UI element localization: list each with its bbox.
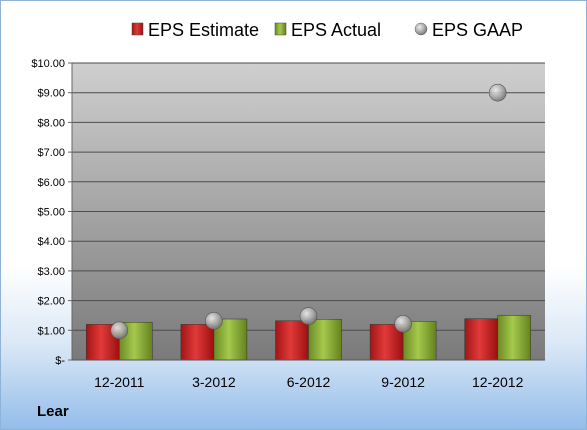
x-tick-label: 6-2012	[287, 374, 331, 390]
legend-swatch	[414, 22, 428, 36]
actual-bar	[308, 319, 342, 361]
estimate-bar	[464, 318, 498, 361]
legend-label: EPS Estimate	[148, 20, 259, 40]
gaap-marker	[299, 307, 318, 325]
y-tick-label: $10.00	[31, 58, 65, 70]
y-axis: $10.00 $9.00 $8.00 $7.00 $6.00 $5.00 $4.00 $3.0…	[31, 58, 73, 367]
y-tick-label: $6.00	[37, 177, 65, 189]
company-label: Lear	[37, 403, 69, 420]
y-tick-label: $5.00	[37, 207, 65, 219]
x-tick-label: 12-2011	[94, 374, 145, 390]
y-tick-label: $-	[55, 355, 65, 367]
gaap-markers	[110, 83, 507, 340]
gaap-marker	[488, 83, 507, 102]
y-tick-label: $9.00	[37, 88, 65, 100]
legend-swatch	[131, 22, 144, 36]
y-tick-label: $7.00	[37, 147, 65, 159]
x-tick-label: 3-2012	[192, 374, 236, 390]
gaap-marker	[394, 314, 412, 333]
y-tick-label: $3.00	[37, 266, 65, 278]
gaap-marker	[110, 321, 129, 340]
x-axis: 12-2011 3-2012 6-2012 9-2012 12-2012	[72, 359, 545, 390]
legend-swatch	[274, 22, 287, 36]
y-tick-label: $8.00	[37, 117, 65, 129]
estimate-bar	[180, 324, 215, 361]
legend-label: EPS Actual	[291, 20, 381, 40]
y-tick-label: $4.00	[37, 236, 65, 248]
gaap-marker	[205, 311, 223, 330]
y-tick-label: $1.00	[37, 325, 65, 337]
y-tick-label: $2.00	[37, 296, 65, 308]
legend-label: EPS GAAP	[432, 20, 523, 40]
x-tick-label: 12-2012	[472, 374, 524, 390]
x-tick-label: 9-2012	[381, 374, 425, 390]
estimate-bar	[275, 320, 309, 361]
actual-bar	[497, 315, 531, 361]
legend: EPS Estimate EPS Actual EPS GAAP	[131, 20, 523, 40]
